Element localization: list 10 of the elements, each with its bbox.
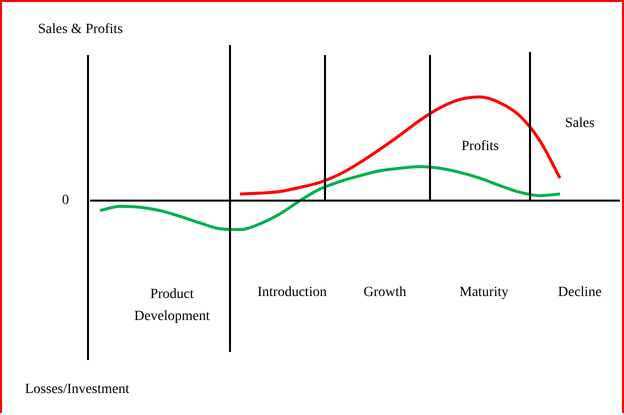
text: Product Development <box>133 286 211 326</box>
series-label: Profits <box>462 138 499 155</box>
text: Growth <box>364 285 406 301</box>
text: Introduction <box>258 285 327 301</box>
text: 0 <box>62 192 69 209</box>
series-label: Sales <box>565 116 595 132</box>
text: Decline <box>558 285 602 301</box>
y-axis-title: Sales & Profits <box>38 22 123 38</box>
text: Maturity <box>460 285 508 301</box>
text: Losses/Investment <box>25 382 130 398</box>
